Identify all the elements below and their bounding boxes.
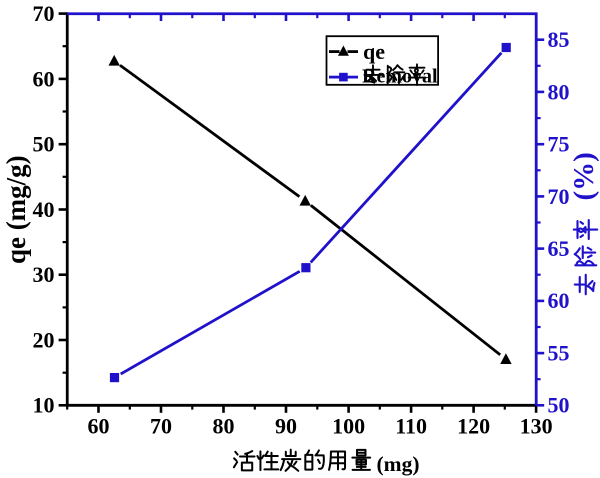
svg-text:130: 130	[520, 414, 553, 439]
svg-text:70: 70	[33, 1, 55, 26]
svg-text:(mg): (mg)	[377, 452, 420, 476]
svg-text:50: 50	[33, 132, 55, 157]
svg-text:80: 80	[548, 79, 570, 104]
svg-text:90: 90	[275, 414, 297, 439]
svg-text:60: 60	[88, 414, 110, 439]
svg-text:100: 100	[332, 414, 365, 439]
svg-text:85: 85	[548, 27, 570, 52]
svg-text:qe (mg/g): qe (mg/g)	[1, 155, 31, 264]
svg-text:80: 80	[213, 414, 235, 439]
svg-text:qe: qe	[363, 39, 385, 64]
svg-text:55: 55	[548, 341, 570, 366]
svg-text:60: 60	[548, 288, 570, 313]
svg-text:20: 20	[33, 327, 55, 352]
svg-text:40: 40	[33, 197, 55, 222]
svg-text:30: 30	[33, 262, 55, 287]
svg-text:75: 75	[548, 132, 570, 157]
svg-text:60: 60	[33, 66, 55, 91]
svg-text:65: 65	[548, 236, 570, 261]
svg-text:(%): (%)	[568, 152, 600, 200]
svg-text:70: 70	[150, 414, 172, 439]
svg-text:50: 50	[548, 393, 570, 418]
svg-text:70: 70	[548, 184, 570, 209]
svg-text:10: 10	[33, 393, 55, 418]
svg-text:Removal: Removal	[362, 66, 438, 88]
svg-text:120: 120	[457, 414, 490, 439]
svg-text:110: 110	[395, 414, 427, 439]
